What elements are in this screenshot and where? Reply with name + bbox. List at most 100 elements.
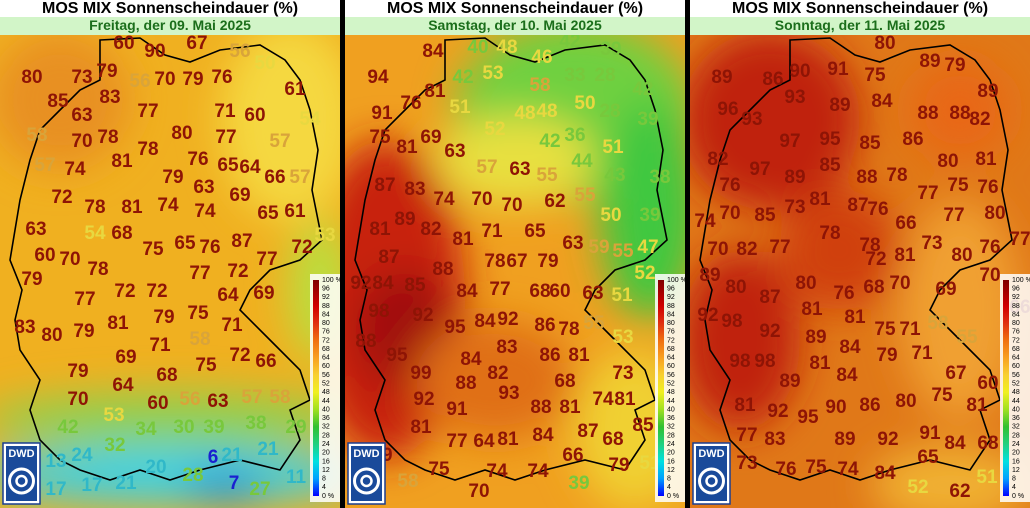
sunshine-value: 81: [410, 417, 432, 438]
sunshine-value: 70: [468, 481, 489, 502]
sunshine-value: 79: [944, 55, 965, 76]
legend-tick-label: 8: [1012, 476, 1016, 483]
sunshine-value: 77: [1009, 229, 1030, 250]
sunshine-value: 85: [754, 205, 776, 226]
sunshine-value: 88: [917, 103, 938, 124]
color-blob: [900, 200, 1020, 420]
sunshine-value: 58: [927, 313, 948, 334]
sunshine-value: 42: [559, 31, 580, 52]
panel-title: MOS MIX Sonnenscheindauer (%): [42, 0, 298, 17]
sunshine-value: 85: [404, 275, 426, 296]
sunshine-value: 77: [917, 183, 938, 204]
sunshine-value: 98: [721, 311, 742, 332]
sunshine-value: 89: [784, 167, 805, 188]
sunshine-value: 88: [530, 397, 551, 418]
sunshine-value: 81: [975, 149, 997, 170]
sunshine-value: 50: [254, 53, 275, 74]
sunshine-value: 84: [532, 425, 554, 446]
sunshine-value: 60: [34, 245, 55, 266]
sunshine-value: 89: [977, 81, 998, 102]
sunshine-value: 80: [41, 325, 62, 346]
legend-tick-label: 80: [1012, 320, 1020, 327]
sunshine-value: 59: [588, 237, 609, 258]
sunshine-value: 84: [474, 311, 496, 332]
sunshine-value: 28: [599, 101, 620, 122]
sunshine-value: 17: [45, 479, 66, 500]
sunshine-value: 95: [819, 129, 841, 150]
sunshine-value: 75: [805, 457, 827, 478]
sunshine-value: 74: [694, 211, 716, 232]
sunshine-value: 81: [966, 395, 988, 416]
legend-tick-label: 100 %: [322, 277, 342, 284]
sunshine-value: 89: [829, 95, 850, 116]
sunshine-value: 62: [949, 481, 970, 502]
sunshine-value: 71: [214, 101, 236, 122]
sunshine-value: 55: [583, 313, 605, 334]
panel-subtitle: Freitag, der 09. Mai 2025: [89, 17, 251, 33]
sunshine-value: 56: [229, 41, 250, 62]
sunshine-value: 72: [146, 281, 167, 302]
sunshine-value: 71: [149, 335, 171, 356]
sunshine-value: 89: [834, 429, 855, 450]
sunshine-value: 80: [937, 151, 958, 172]
sunshine-value: 81: [801, 299, 823, 320]
sunshine-value: 63: [207, 391, 228, 412]
sunshine-value: 42: [539, 131, 560, 152]
sunshine-value: 76: [187, 149, 208, 170]
sunshine-value: 53: [103, 405, 124, 426]
sunshine-value: 92: [877, 429, 898, 450]
sunshine-value: 83: [764, 429, 785, 450]
sunshine-value: 40: [467, 37, 488, 58]
sunshine-value: 82: [969, 109, 990, 130]
sunshine-value: 89: [699, 265, 720, 286]
legend-tick-label: 36: [667, 415, 675, 422]
sunshine-value: 81: [568, 345, 590, 366]
legend-tick-label: 12: [1012, 467, 1020, 474]
sunshine-value: 65: [174, 233, 196, 254]
sunshine-value: 55: [574, 185, 596, 206]
legend-tick-label: 64: [667, 355, 675, 362]
legend-tick-label: 20: [322, 450, 330, 457]
logo-swirl: [705, 474, 718, 488]
sunshine-value: 32: [104, 435, 125, 456]
sunshine-value: 74: [433, 189, 455, 210]
sunshine-value: 73: [736, 453, 757, 474]
sunshine-value: 92: [412, 305, 433, 326]
color-field: [690, 35, 1030, 508]
legend-tick-label: 68: [1012, 346, 1020, 353]
sunshine-value: 68: [977, 433, 998, 454]
sunshine-value: 6: [208, 447, 219, 468]
sunshine-value: 39: [600, 39, 621, 60]
sunshine-value: 96: [717, 99, 738, 120]
sunshine-value: 91: [371, 103, 393, 124]
legend-tick-label: 28: [667, 432, 675, 439]
sunshine-value: 85: [632, 415, 654, 436]
sunshine-value: 63: [71, 105, 92, 126]
sunshine-value: 80: [21, 67, 42, 88]
legend-tick-label: 72: [322, 337, 330, 344]
legend-tick-label: 12: [322, 467, 330, 474]
sunshine-value: 78: [137, 139, 158, 160]
sunshine-value: 70: [501, 195, 522, 216]
sunshine-value: 90: [144, 41, 165, 62]
sunshine-value: 60: [244, 105, 265, 126]
logo-text: DWD: [8, 448, 34, 460]
sunshine-value: 64: [217, 285, 239, 306]
sunshine-value: 78: [484, 251, 505, 272]
sunshine-value: 80: [874, 33, 895, 54]
sunshine-value: 95: [444, 317, 466, 338]
sunshine-value: 74: [64, 159, 86, 180]
sunshine-value: 75: [931, 385, 953, 406]
subtitle-bar: [0, 17, 340, 35]
sunshine-value: 77: [489, 279, 510, 300]
sunshine-value: 84: [460, 349, 482, 370]
sunshine-value: 63: [562, 233, 583, 254]
sunshine-value: 51: [611, 285, 633, 306]
sunshine-value: 98: [729, 351, 750, 372]
sunshine-value: 86: [902, 129, 923, 150]
sunshine-value: 75: [428, 459, 450, 480]
sunshine-value: 85: [47, 91, 69, 112]
sunshine-value: 74: [194, 201, 216, 222]
